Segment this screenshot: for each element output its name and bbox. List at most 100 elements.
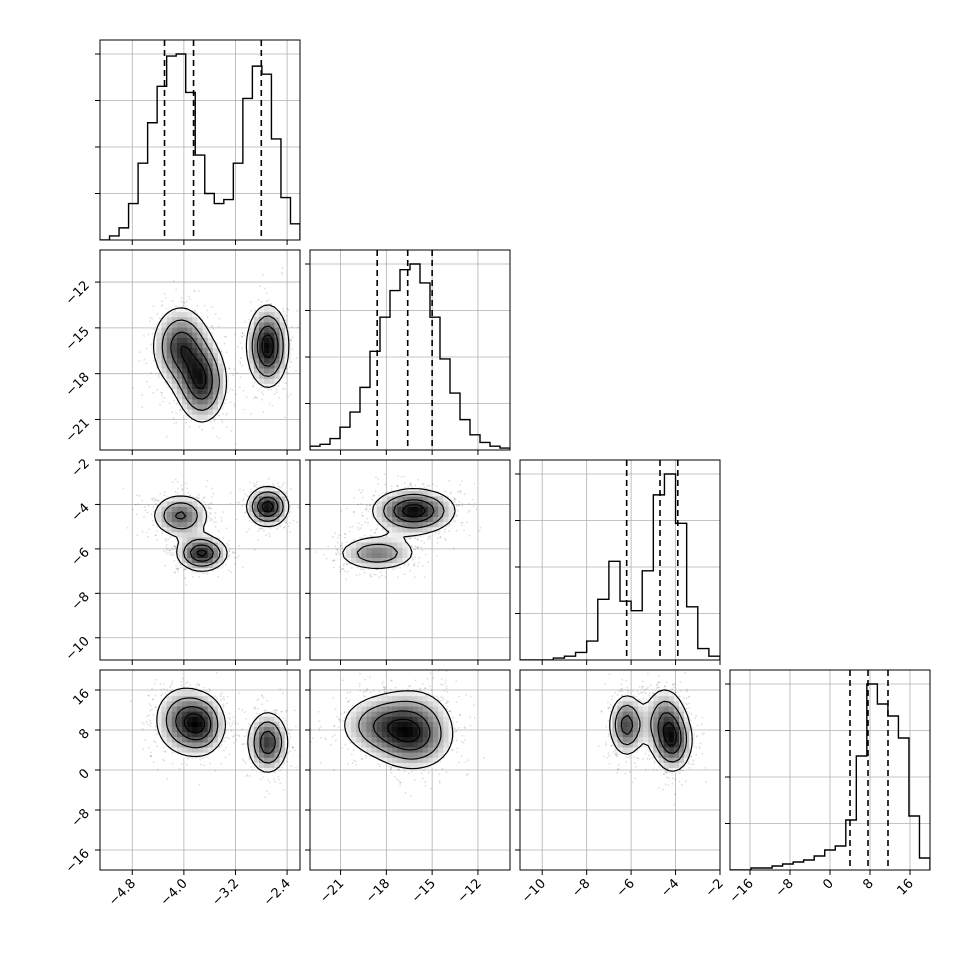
sample-point — [288, 366, 291, 368]
sample-point — [290, 361, 293, 363]
density-cell — [207, 409, 214, 415]
sample-point — [163, 293, 166, 295]
sample-point — [296, 326, 299, 329]
sample-point — [254, 706, 257, 708]
sample-point — [227, 544, 230, 546]
sample-point — [148, 386, 151, 388]
sample-point — [403, 475, 406, 478]
sample-point — [236, 556, 239, 559]
sample-point — [278, 397, 281, 399]
density-cell — [397, 490, 403, 497]
density-cell — [248, 326, 255, 333]
sample-point — [278, 485, 280, 488]
sample-point — [435, 485, 438, 488]
sample-point — [270, 388, 273, 391]
density-cell — [187, 409, 193, 415]
sample-point — [379, 571, 382, 574]
density-cell — [212, 383, 219, 389]
density-cell — [182, 511, 188, 517]
sample-point — [198, 290, 200, 293]
contour-line — [196, 500, 275, 558]
sample-point — [285, 371, 288, 374]
density-cell — [171, 516, 178, 523]
sample-point — [173, 545, 176, 548]
y-tick-label: −12 — [63, 278, 93, 308]
sample-point — [233, 734, 236, 737]
density-cell — [407, 501, 414, 507]
density-cell — [176, 511, 183, 517]
density-cell — [397, 511, 403, 517]
density-cell — [207, 398, 214, 405]
sample-point — [156, 388, 159, 391]
density-cell — [253, 490, 260, 497]
density-cell — [156, 337, 163, 343]
sample-point — [314, 551, 317, 553]
density-cell — [264, 337, 270, 343]
sample-point — [242, 743, 245, 745]
density-cell — [356, 542, 362, 548]
density-cell — [207, 557, 214, 564]
density-cell — [253, 347, 260, 354]
sample-point — [239, 342, 242, 344]
density-cell — [171, 352, 178, 359]
density-cell — [176, 557, 183, 564]
density-cell — [156, 506, 163, 512]
sample-point — [288, 728, 290, 731]
density-cell — [192, 332, 198, 338]
sample-point — [210, 502, 213, 505]
sample-point — [174, 547, 177, 550]
density-cell — [402, 531, 408, 538]
density-cell — [182, 542, 188, 548]
sample-point — [448, 479, 451, 482]
sample-point — [421, 483, 424, 486]
sample-point — [158, 374, 161, 376]
density-cell — [166, 326, 173, 333]
density-cell — [182, 367, 188, 374]
sample-point — [333, 566, 336, 569]
density-cell — [371, 557, 378, 564]
sample-point — [307, 512, 309, 514]
density-cell — [259, 352, 265, 359]
sample-point — [281, 766, 284, 769]
sample-point — [431, 483, 434, 485]
density-cell — [187, 562, 193, 569]
density-cell — [182, 321, 188, 328]
sample-point — [145, 362, 148, 365]
sample-point — [219, 695, 222, 698]
density-cell — [192, 321, 198, 328]
density-cell — [253, 311, 260, 318]
density-cell — [438, 506, 444, 512]
sample-point — [229, 502, 232, 505]
sample-point — [233, 368, 236, 371]
density-cell — [166, 526, 173, 533]
sample-point — [181, 487, 184, 490]
sample-point — [341, 568, 344, 570]
sample-point — [264, 796, 267, 798]
density-cell — [187, 388, 193, 395]
sample-point — [274, 712, 277, 715]
sample-point — [410, 485, 413, 488]
density-cell — [171, 511, 178, 517]
density-cell — [433, 506, 439, 512]
sample-point — [346, 562, 348, 565]
density-cell — [433, 516, 439, 523]
sample-point — [453, 498, 456, 501]
sample-point — [143, 516, 145, 518]
sample-point — [314, 727, 316, 729]
sample-point — [384, 483, 387, 486]
sample-point — [267, 389, 270, 391]
density-cell — [197, 393, 204, 400]
sample-point — [369, 573, 372, 576]
sample-point — [247, 508, 250, 511]
sample-point — [181, 489, 184, 491]
density-cell — [182, 495, 188, 502]
sample-point — [143, 358, 146, 361]
sample-point — [268, 793, 270, 795]
density-cell — [381, 516, 388, 523]
sample-point — [296, 521, 298, 523]
density-cell — [182, 362, 188, 369]
density-cell — [412, 516, 419, 523]
density-cell — [279, 490, 286, 497]
sample-point — [225, 720, 228, 723]
density-cell — [202, 342, 209, 348]
